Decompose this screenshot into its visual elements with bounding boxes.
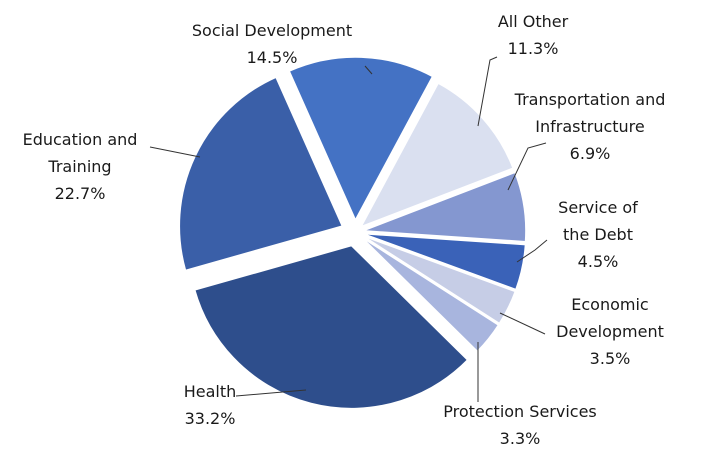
category-label: Social Development: [191, 21, 353, 40]
pie-slice: [359, 82, 515, 229]
leader-line: [499, 312, 546, 335]
slice-label: All Other 11.3%: [473, 8, 593, 62]
category-label: Protection Services: [443, 402, 597, 421]
category-label: Service of the Debt: [558, 198, 638, 244]
slice-label: Economic Development 3.5%: [543, 291, 678, 372]
slice-label: Transportation and Infrastructure 6.9%: [495, 86, 685, 167]
pie-slice: [288, 56, 434, 222]
slice-label: Education and Training 22.7%: [8, 126, 153, 207]
pie-slice: [361, 234, 517, 325]
category-label: Education and Training: [22, 130, 138, 176]
leader-line: [477, 56, 498, 127]
value-label: 6.9%: [569, 144, 611, 163]
leader-line: [507, 142, 547, 191]
value-label: 22.7%: [54, 184, 106, 203]
pie-slice: [362, 171, 527, 243]
value-label: 4.5%: [577, 252, 619, 271]
leader-line: [149, 146, 201, 158]
value-label: 14.5%: [246, 48, 298, 67]
pie-slice: [193, 244, 469, 410]
pie-slice: [178, 76, 344, 272]
slice-label: Health 33.2%: [160, 378, 260, 432]
leader-line: [235, 389, 307, 397]
slice-label: Service of the Debt 4.5%: [548, 194, 648, 275]
category-label: Health: [183, 382, 237, 401]
leader-line: [364, 65, 373, 75]
category-label: Transportation and Infrastructure: [514, 90, 666, 136]
leader-line: [516, 239, 548, 263]
category-label: Economic Development: [556, 295, 664, 341]
pie-slice: [360, 236, 500, 353]
slice-label: Social Development 14.5%: [162, 17, 382, 71]
value-label: 3.5%: [589, 349, 631, 368]
value-label: 33.2%: [184, 409, 236, 428]
value-label: 3.3%: [499, 429, 541, 448]
value-label: 11.3%: [507, 39, 559, 58]
pie-slice: [362, 232, 527, 291]
slice-label: Protection Services 3.3%: [410, 398, 630, 450]
category-label: All Other: [497, 12, 569, 31]
